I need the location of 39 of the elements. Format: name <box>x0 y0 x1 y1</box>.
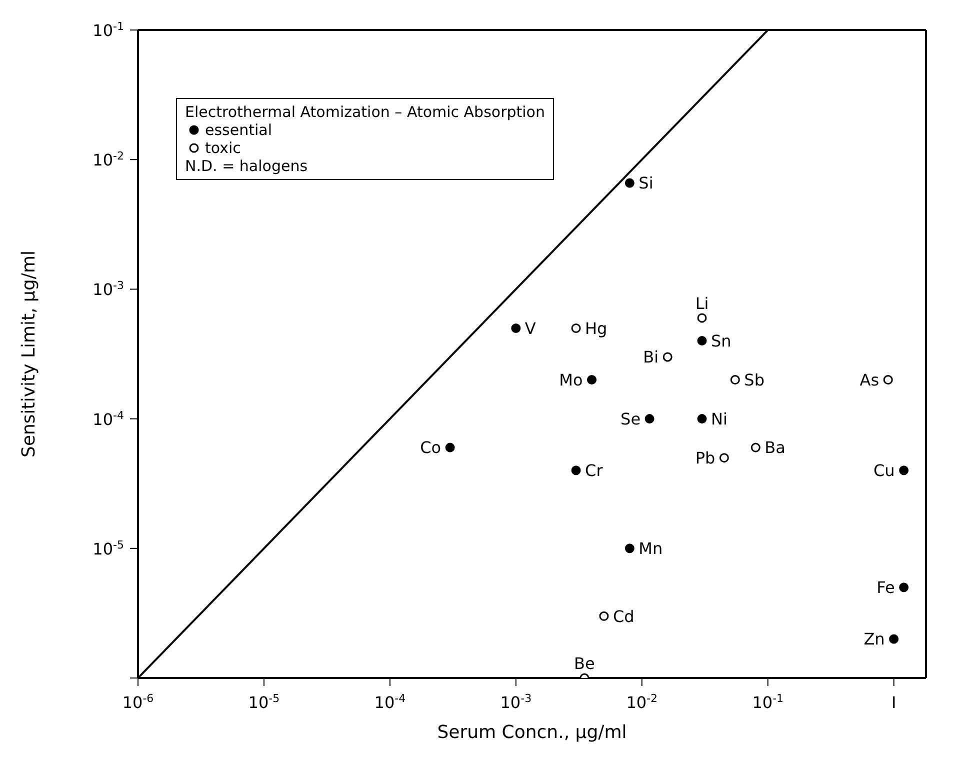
annotation: Sb <box>744 370 764 390</box>
legend-label: essential <box>205 121 272 139</box>
legend-label: toxic <box>205 139 241 157</box>
annotation: Co <box>420 438 442 458</box>
x-tick-label: 10$^{-3}$ <box>500 692 532 712</box>
annotation: V <box>524 318 536 338</box>
x-tick-label: I <box>891 693 896 712</box>
y-tick-label: 10$^{-1}$ <box>92 20 124 40</box>
x-tick-label: 10$^{-6}$ <box>122 692 154 712</box>
x-axis-title: Serum Concn., μg/ml <box>437 722 627 743</box>
annotation: Ba <box>764 438 786 458</box>
x-tick-label: 10$^{-2}$ <box>626 692 658 712</box>
annotation: Se <box>620 409 641 428</box>
y-axis-title: Sensitivity Limit, μg/ml <box>18 250 40 458</box>
annotation: N.D. = halogens <box>185 157 309 175</box>
annotation: Pb <box>695 448 716 468</box>
y-tick-label: 10$^{-5}$ <box>92 538 124 558</box>
y-tick-label: 10$^{-4}$ <box>92 408 124 429</box>
annotation: Be <box>574 654 595 673</box>
annotation: Zn <box>864 630 885 649</box>
annotation: Cu <box>874 461 895 480</box>
annotation: Si <box>638 174 654 193</box>
annotation: Cr <box>585 461 604 480</box>
annotation: As <box>860 370 880 390</box>
legend-title: Electrothermal Atomization – Atomic Absorption <box>185 103 545 121</box>
annotation: Mn <box>638 539 663 558</box>
annotation: Mo <box>559 370 583 390</box>
annotation: Cd <box>612 606 634 626</box>
x-tick-label: 10$^{-1}$ <box>752 692 784 712</box>
x-tick-label: 10$^{-4}$ <box>374 692 406 712</box>
annotation: Li <box>695 294 709 313</box>
y-tick-label: 10$^{-3}$ <box>92 278 124 300</box>
annotation: Fe <box>876 578 895 598</box>
annotation: Ni <box>711 409 728 428</box>
annotation: Sn <box>711 331 732 350</box>
x-tick-label: 10$^{-5}$ <box>248 692 280 712</box>
y-tick-label: 10$^{-2}$ <box>92 149 124 170</box>
annotation: Hg <box>585 318 608 338</box>
annotation: Bi <box>643 348 659 367</box>
